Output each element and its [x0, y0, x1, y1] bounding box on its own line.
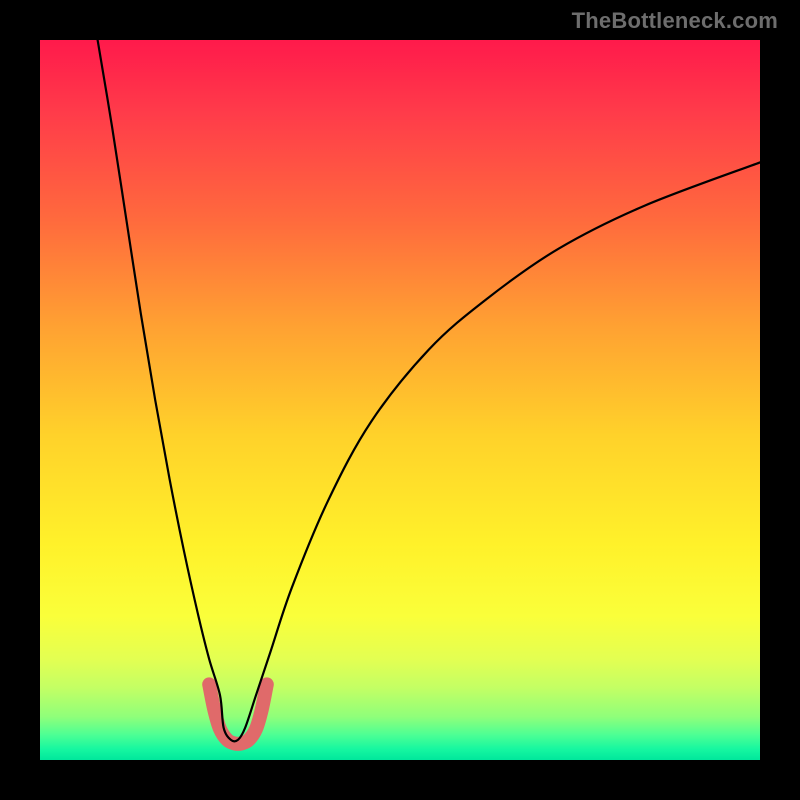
plot-area — [40, 40, 760, 760]
watermark-text: TheBottleneck.com — [572, 8, 778, 34]
gradient-background — [40, 40, 760, 760]
plot-svg — [40, 40, 760, 760]
